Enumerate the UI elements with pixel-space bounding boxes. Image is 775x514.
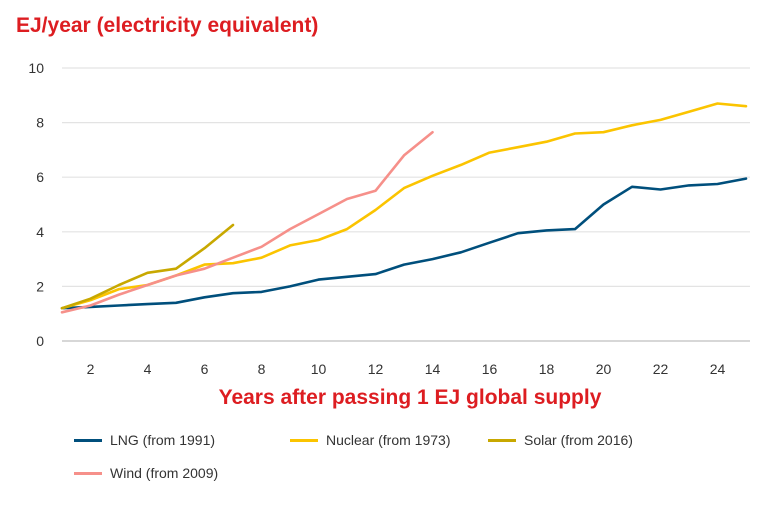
- legend-label-lng: LNG (from 1991): [110, 432, 216, 448]
- x-tick-label: 12: [368, 361, 384, 377]
- x-tick-label: 6: [201, 361, 209, 377]
- legend-label-nuclear: Nuclear (from 1973): [326, 432, 451, 448]
- y-tick-label: 6: [36, 169, 44, 185]
- legend-item-wind: Wind (from 2009): [74, 465, 218, 481]
- y-tick-label: 2: [36, 278, 44, 294]
- x-tick-label: 22: [653, 361, 669, 377]
- series-line-solar: [60, 223, 235, 310]
- x-tick-label: 8: [258, 361, 266, 377]
- legend-swatch-solar: [488, 438, 516, 442]
- legend-item-nuclear: Nuclear (from 1973): [290, 432, 451, 448]
- x-tick-label: 16: [482, 361, 498, 377]
- series-line-nuclear: [60, 102, 748, 310]
- legend-swatch-wind: [74, 471, 102, 475]
- legend-label-wind: Wind (from 2009): [110, 465, 219, 481]
- x-axis-title: Years after passing 1 EJ global supply: [218, 386, 602, 409]
- y-tick-label: 0: [36, 333, 44, 349]
- x-tick-label: 14: [425, 361, 441, 377]
- series-lines: [60, 102, 748, 314]
- y-tick-labels: 0 2 4 6 8 10: [28, 60, 44, 349]
- y-axis-title: EJ/year (electricity equivalent): [16, 14, 319, 37]
- series-line-lng: [60, 177, 748, 310]
- x-tick-label: 18: [539, 361, 555, 377]
- x-tick-label: 10: [311, 361, 327, 377]
- legend-swatch-nuclear: [290, 438, 318, 442]
- x-tick-labels: 2 4 6 8 10 12 14 16 18 20 22 24: [87, 361, 726, 377]
- legend-item-solar: Solar (from 2016): [488, 432, 633, 448]
- y-tick-label: 4: [36, 224, 44, 240]
- x-tick-label: 24: [710, 361, 726, 377]
- legend-swatch-lng: [74, 438, 102, 442]
- legend-item-lng: LNG (from 1991): [74, 432, 215, 448]
- x-tick-label: 4: [144, 361, 152, 377]
- x-tick-label: 20: [596, 361, 612, 377]
- series-line-wind: [60, 130, 434, 314]
- gridlines: [62, 67, 750, 342]
- legend-label-solar: Solar (from 2016): [524, 432, 633, 448]
- y-tick-label: 8: [36, 115, 44, 131]
- x-tick-label: 2: [87, 361, 95, 377]
- y-tick-label: 10: [28, 60, 44, 76]
